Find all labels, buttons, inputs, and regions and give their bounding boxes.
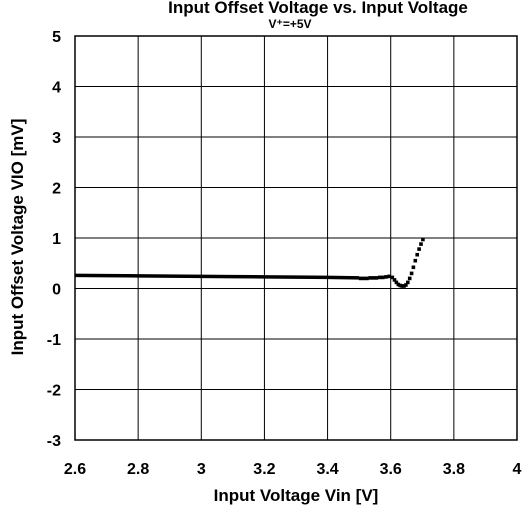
- y-tick-label: -3: [47, 433, 61, 450]
- y-tick-label: 3: [52, 130, 61, 147]
- y-tick-label: 2: [52, 181, 61, 198]
- data-point: [384, 275, 388, 279]
- data-point: [368, 276, 372, 280]
- x-tick-label: 2.8: [127, 461, 149, 478]
- data-point: [362, 276, 366, 281]
- y-axis-label: Input Offset Voltage VIO [mV]: [8, 119, 27, 356]
- grid-lines: [74, 35, 518, 441]
- data-point: [411, 265, 416, 270]
- y-tick-label: 5: [52, 29, 61, 46]
- data-point: [404, 283, 408, 287]
- data-point: [365, 276, 369, 281]
- chart-subtitle: V⁺=+5V: [268, 17, 311, 31]
- y-tick-label: 4: [52, 80, 61, 97]
- x-tick-label: 3: [197, 461, 206, 478]
- series-line-solid: [74, 273, 360, 280]
- data-point: [390, 275, 395, 280]
- data-point: [381, 275, 385, 280]
- data-point: [398, 283, 402, 288]
- data-point: [419, 242, 423, 246]
- data-point: [371, 276, 376, 280]
- plot-frame: [74, 35, 518, 441]
- data-series: [74, 237, 425, 288]
- x-tick-label: 3.8: [443, 461, 465, 478]
- data-point: [415, 252, 419, 257]
- data-point: [400, 284, 404, 288]
- data-point: [409, 271, 414, 276]
- x-tick-labels: 2.6 2.8 3 3.2 3.4 3.6 3.8 4: [64, 461, 522, 478]
- data-point: [358, 276, 363, 281]
- data-point: [421, 237, 425, 242]
- y-tick-label: -1: [47, 332, 61, 349]
- y-tick-label: 1: [52, 231, 61, 248]
- data-point: [396, 282, 401, 287]
- x-tick-label: 3.2: [253, 461, 275, 478]
- x-tick-label: 2.6: [64, 461, 86, 478]
- x-tick-label: 4: [513, 461, 522, 478]
- data-point: [377, 275, 382, 280]
- x-axis-label: Input Voltage Vin [V]: [214, 486, 379, 505]
- data-point: [392, 278, 397, 282]
- y-tick-label: 0: [52, 282, 61, 299]
- x-tick-label: 3.6: [380, 461, 402, 478]
- data-point: [374, 276, 379, 280]
- y-tick-label: -2: [47, 383, 61, 400]
- data-point: [413, 258, 418, 263]
- data-point: [387, 274, 391, 279]
- data-point: [402, 284, 406, 288]
- y-tick-labels: -3 -2 -1 0 1 2 3 4 5: [47, 29, 61, 450]
- data-point: [417, 247, 421, 251]
- x-tick-label: 3.4: [316, 461, 338, 478]
- data-point: [394, 280, 399, 285]
- data-point: [407, 276, 412, 281]
- data-point: [406, 280, 410, 285]
- chart-title: Input Offset Voltage vs. Input Voltage: [168, 0, 468, 17]
